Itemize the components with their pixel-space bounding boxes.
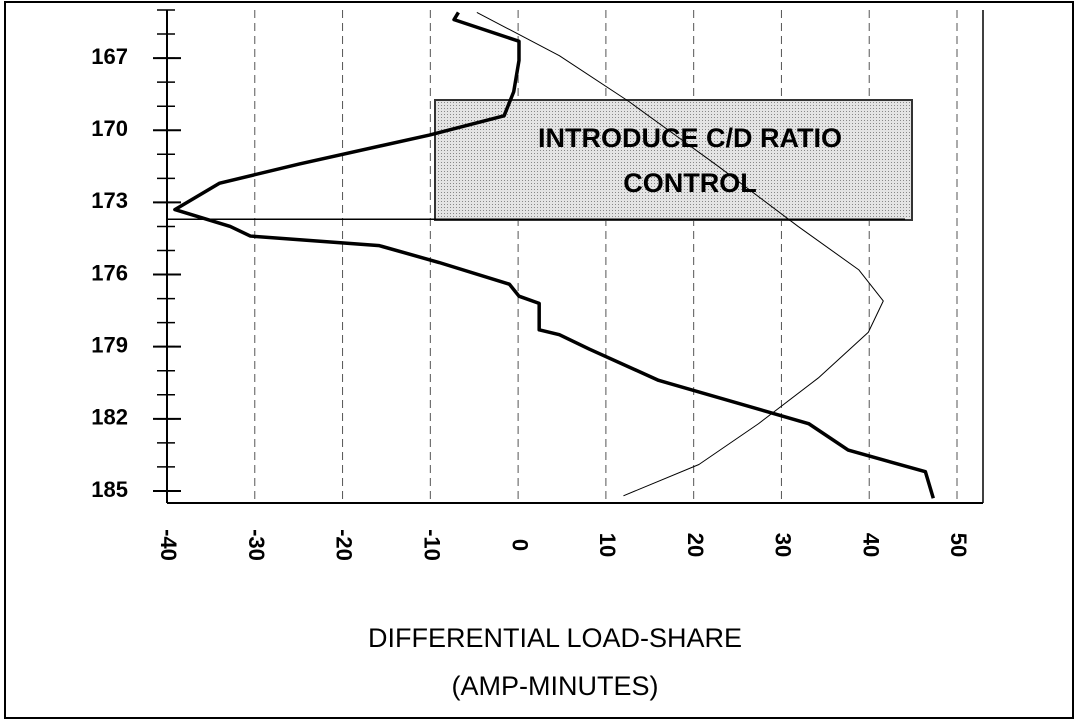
annotation-text: INTRODUCE C/D RATIO [538, 123, 842, 153]
y-tick-label: 173 [91, 188, 128, 213]
y-tick-label: 170 [91, 116, 128, 141]
x-tick-label: 20 [683, 533, 708, 557]
annotation-text: CONTROL [623, 168, 756, 198]
x-tick-label: -40 [156, 529, 181, 561]
frame [4, 1, 1074, 719]
x-axis-label: DIFFERENTIAL LOAD-SHARE [368, 623, 742, 653]
x-tick-label: -30 [244, 529, 269, 561]
series-line [476, 11, 884, 497]
plot-area: -40 -30 -20 -10 0 10 20 30 40 50 167 170 173 176 179 18… [91, 9, 984, 561]
x-tick-label: 30 [771, 533, 796, 557]
x-axis-label: (AMP-MINUTES) [452, 671, 659, 701]
x-tick-label: 50 [946, 533, 971, 557]
y-tick-label: 167 [91, 44, 128, 69]
annotation-box [434, 99, 913, 221]
x-tick-label: -10 [420, 529, 445, 561]
x-tick-label: 0 [507, 539, 532, 551]
y-tick-label: 185 [91, 477, 128, 502]
x-tick-label: -20 [332, 529, 357, 561]
y-tick-label: 179 [91, 332, 128, 357]
x-tick-label: 40 [858, 533, 883, 557]
y-tick-label: 182 [91, 405, 128, 430]
y-tick-label: 176 [91, 260, 128, 285]
series-line [173, 11, 935, 499]
x-tick-label: 10 [595, 533, 620, 557]
